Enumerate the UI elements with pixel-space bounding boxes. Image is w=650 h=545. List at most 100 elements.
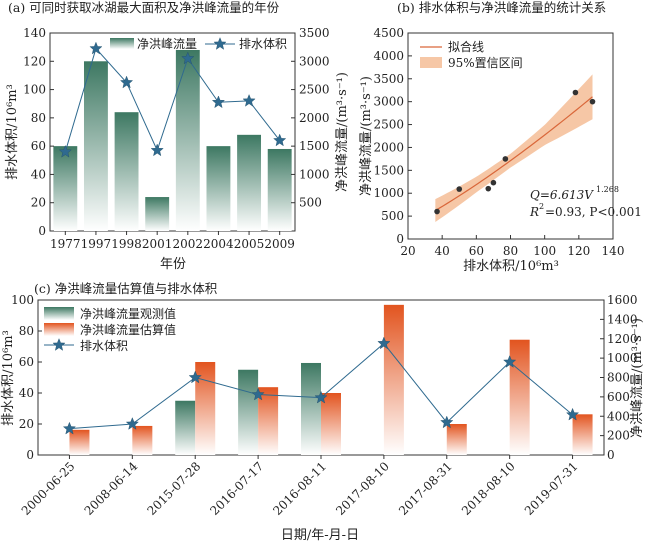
panel-a-bars bbox=[53, 49, 292, 232]
right-tick-label: 200 bbox=[607, 429, 630, 443]
observed-bar bbox=[238, 369, 259, 455]
left-tick-label: 20 bbox=[31, 196, 46, 210]
panel-a-xlabel: 年份 bbox=[160, 257, 186, 272]
data-point bbox=[434, 208, 440, 215]
left-tick-label: 80 bbox=[31, 111, 46, 125]
panel-b-ylabel: 净洪峰流量/(m³·s⁻¹) bbox=[359, 76, 374, 196]
x-tick-label: 2008-06-14 bbox=[82, 459, 141, 518]
estimated-bar bbox=[509, 339, 530, 455]
estimated-bar bbox=[383, 304, 404, 455]
x-tick-label: 1997 bbox=[81, 237, 112, 251]
panel-b-legend: 拟合线 95%置信区间 bbox=[420, 39, 523, 70]
x-tick-label: 2015-07-28 bbox=[145, 459, 204, 518]
right-tick-label: 1400 bbox=[607, 312, 638, 326]
x-tick-label: 2009 bbox=[264, 237, 295, 251]
x-tick-label: 2016-07-17 bbox=[207, 459, 266, 518]
legend-label-estimated: 净洪峰流量估算值 bbox=[80, 322, 176, 337]
legend-label-volume-c: 排水体积 bbox=[80, 339, 128, 353]
estimated-bar bbox=[69, 429, 90, 455]
data-point bbox=[490, 179, 497, 186]
left-tick-label: 0 bbox=[38, 224, 46, 238]
panel-b: (b) 排水体积与净洪峰流量的统计关系 20 40 60 80 100 120 140 0 5… bbox=[359, 0, 642, 274]
volume-star-marker bbox=[150, 143, 164, 156]
panel-a-right-axis: 500 1000 1500 2000 2500 3000 3500 bbox=[291, 26, 330, 210]
data-point bbox=[456, 186, 463, 192]
annotation-r-squared: 2 bbox=[539, 202, 544, 211]
x-tick-label: 2004 bbox=[203, 237, 234, 251]
panel-c-xlabel: 日期/年-月-日 bbox=[281, 528, 359, 543]
volume-star-marker bbox=[212, 95, 225, 108]
y-tick-label: 3500 bbox=[373, 72, 404, 86]
right-tick-label: 1000 bbox=[607, 351, 638, 365]
panel-b-plot-area bbox=[434, 74, 596, 222]
y-tick-label: 0 bbox=[396, 232, 404, 246]
annotation-r: R bbox=[529, 205, 539, 219]
right-tick-label: 2500 bbox=[299, 83, 330, 97]
panel-a-legend: 净洪峰流量 排水体积 bbox=[110, 37, 287, 51]
panel-b-annotation: Q=6.613V 1.268 R 2 =0.93, P<0.001 bbox=[529, 185, 642, 219]
y-tick-label: 2000 bbox=[373, 140, 404, 154]
panel-c-line bbox=[63, 336, 579, 435]
panel-c-legend: 净洪峰流量观测值 净洪峰流量估算值 排水体积 bbox=[44, 306, 176, 353]
data-point bbox=[572, 89, 579, 96]
y-tick-label: 1000 bbox=[373, 186, 404, 200]
right-tick-label: 1500 bbox=[299, 139, 330, 153]
right-tick-label: 500 bbox=[299, 196, 322, 210]
panel-c-right-axis: 0 200 400 600 800 1000 1200 1400 1600 bbox=[600, 293, 638, 462]
x-tick-label: 40 bbox=[435, 244, 450, 258]
left-tick-label: 120 bbox=[23, 54, 46, 68]
right-tick-label: 0 bbox=[607, 448, 615, 462]
volume-star-marker bbox=[273, 133, 286, 147]
legend-label-peak-flow: 净洪峰流量 bbox=[137, 37, 197, 51]
x-tick-label: 2018-08-10 bbox=[459, 459, 518, 518]
y-tick-label: 4000 bbox=[373, 49, 404, 63]
legend-swatch-observed bbox=[44, 307, 74, 320]
y-tick-label: 4500 bbox=[373, 26, 404, 40]
x-tick-label: 120 bbox=[567, 244, 590, 258]
volume-line bbox=[64, 47, 281, 152]
data-point bbox=[485, 185, 492, 192]
annotation-stats: =0.93, P<0.001 bbox=[545, 205, 642, 219]
x-tick-label: 2002 bbox=[173, 237, 204, 251]
panel-a-left-axis: 0 20 40 60 80 100 120 140 bbox=[23, 26, 54, 238]
y-tick-label: 500 bbox=[381, 209, 404, 223]
x-tick-label: 80 bbox=[503, 244, 518, 258]
legend-star-icon-c bbox=[52, 338, 66, 351]
estimated-bar bbox=[195, 362, 216, 455]
estimated-bar bbox=[258, 387, 279, 455]
right-tick-label: 1600 bbox=[607, 293, 638, 307]
y-tick-label: 3000 bbox=[373, 95, 404, 109]
right-tick-label: 2000 bbox=[299, 111, 330, 125]
right-tick-label: 1200 bbox=[607, 332, 638, 346]
x-tick-label: 140 bbox=[602, 244, 625, 258]
observed-bar bbox=[301, 362, 321, 455]
x-tick-label: 20 bbox=[400, 244, 415, 258]
x-tick-label: 2017-08-10 bbox=[333, 459, 392, 518]
left-tick-label: 140 bbox=[23, 26, 46, 40]
legend-label-ci: 95%置信区间 bbox=[448, 56, 523, 70]
peak-flow-bar bbox=[83, 61, 108, 232]
panel-c: (c) 净洪峰流量估算值与排水体积 0 20 40 60 80 100 0 200 400 60… bbox=[1, 281, 645, 543]
x-tick-label: 2000-06-25 bbox=[19, 459, 78, 518]
estimated-bar bbox=[446, 424, 467, 455]
annotation-equation: Q=6.613V bbox=[530, 188, 594, 202]
x-tick-label: 2001 bbox=[142, 237, 173, 251]
panel-a-ylabel: 排水体积/10⁶m³ bbox=[5, 84, 20, 180]
x-tick-label: 60 bbox=[469, 244, 484, 258]
x-tick-label: 1977 bbox=[50, 237, 81, 251]
panel-a-line bbox=[59, 42, 286, 158]
x-tick-label: 2017-08-31 bbox=[396, 459, 455, 518]
right-tick-label: 400 bbox=[607, 409, 630, 423]
x-tick-label: 2019-07-31 bbox=[522, 459, 581, 518]
right-tick-label: 600 bbox=[607, 390, 630, 404]
annotation-exponent: 1.268 bbox=[596, 185, 619, 194]
left-tick-label: 100 bbox=[23, 83, 46, 97]
legend-label-fit: 拟合线 bbox=[448, 39, 484, 54]
left-tick-label: 60 bbox=[31, 139, 46, 153]
data-point bbox=[589, 98, 596, 105]
left-tick-label: 60 bbox=[19, 355, 34, 369]
volume-star-marker bbox=[89, 42, 103, 55]
panel-c-y2label: 净洪峰流量/(m³·s⁻¹) bbox=[630, 318, 645, 438]
left-tick-label: 40 bbox=[31, 167, 46, 181]
